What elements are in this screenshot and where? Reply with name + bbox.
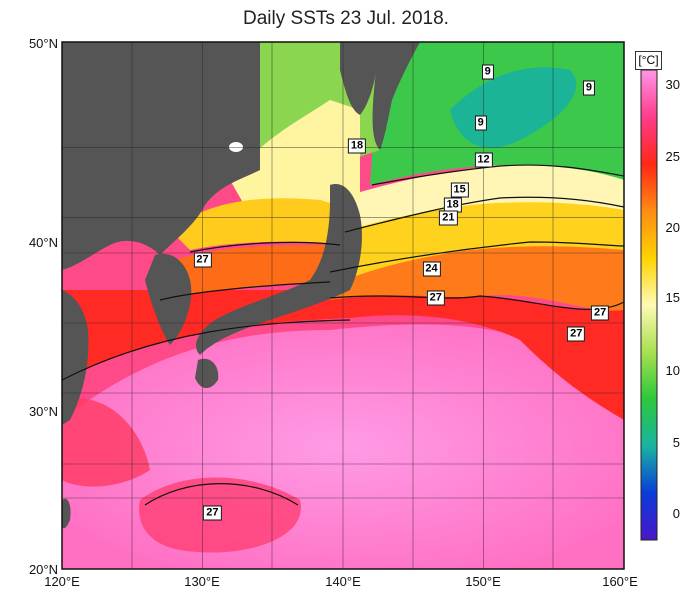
- map-frame: [61, 41, 625, 570]
- lon-label-120: 120°E: [44, 574, 80, 589]
- graticule: [62, 42, 624, 569]
- land: [62, 42, 420, 529]
- contour-label: 27: [590, 305, 610, 321]
- colorbar-tick-20: 20: [665, 220, 680, 235]
- lat-label-30: 30°N: [28, 404, 58, 419]
- lat-label-20: 20°N: [28, 562, 58, 577]
- contour-label: 27: [426, 290, 445, 306]
- contour-label: 27: [203, 505, 222, 521]
- colorbar: [640, 69, 658, 541]
- lon-label-140: 140°E: [325, 574, 361, 589]
- colorbar-unit: [°C]: [635, 51, 662, 70]
- contour-label: 27: [567, 326, 586, 342]
- lon-label-160: 160°E: [602, 574, 638, 589]
- contour-label: 9: [582, 80, 595, 96]
- colorbar-tick-10: 10: [665, 363, 680, 378]
- contour-label: 9: [481, 64, 494, 80]
- contour-label: 27: [193, 252, 212, 268]
- contour-label: 15: [450, 182, 469, 198]
- lat-label-50: 50°N: [28, 36, 58, 51]
- isotherms: [62, 164, 624, 506]
- contour-label: 21: [439, 210, 458, 226]
- colorbar-tick-30: 30: [665, 77, 680, 92]
- contour-label: 12: [474, 152, 493, 168]
- contour-label: 9: [474, 115, 487, 131]
- colorbar-tick-5: 5: [672, 435, 680, 450]
- contour-label: 18: [347, 138, 367, 154]
- contour-label: 24: [422, 261, 441, 277]
- colorbar-tick-0: 0: [672, 506, 680, 521]
- map-title: Daily SSTs 23 Jul. 2018.: [243, 8, 449, 29]
- colorbar-tick-25: 25: [665, 149, 680, 164]
- colorbar-tick-15: 15: [665, 290, 680, 305]
- lon-label-150: 150°E: [465, 574, 501, 589]
- lat-label-40: 40°N: [28, 235, 58, 250]
- contour-label: 18: [443, 197, 462, 213]
- lon-label-130: 130°E: [184, 574, 220, 589]
